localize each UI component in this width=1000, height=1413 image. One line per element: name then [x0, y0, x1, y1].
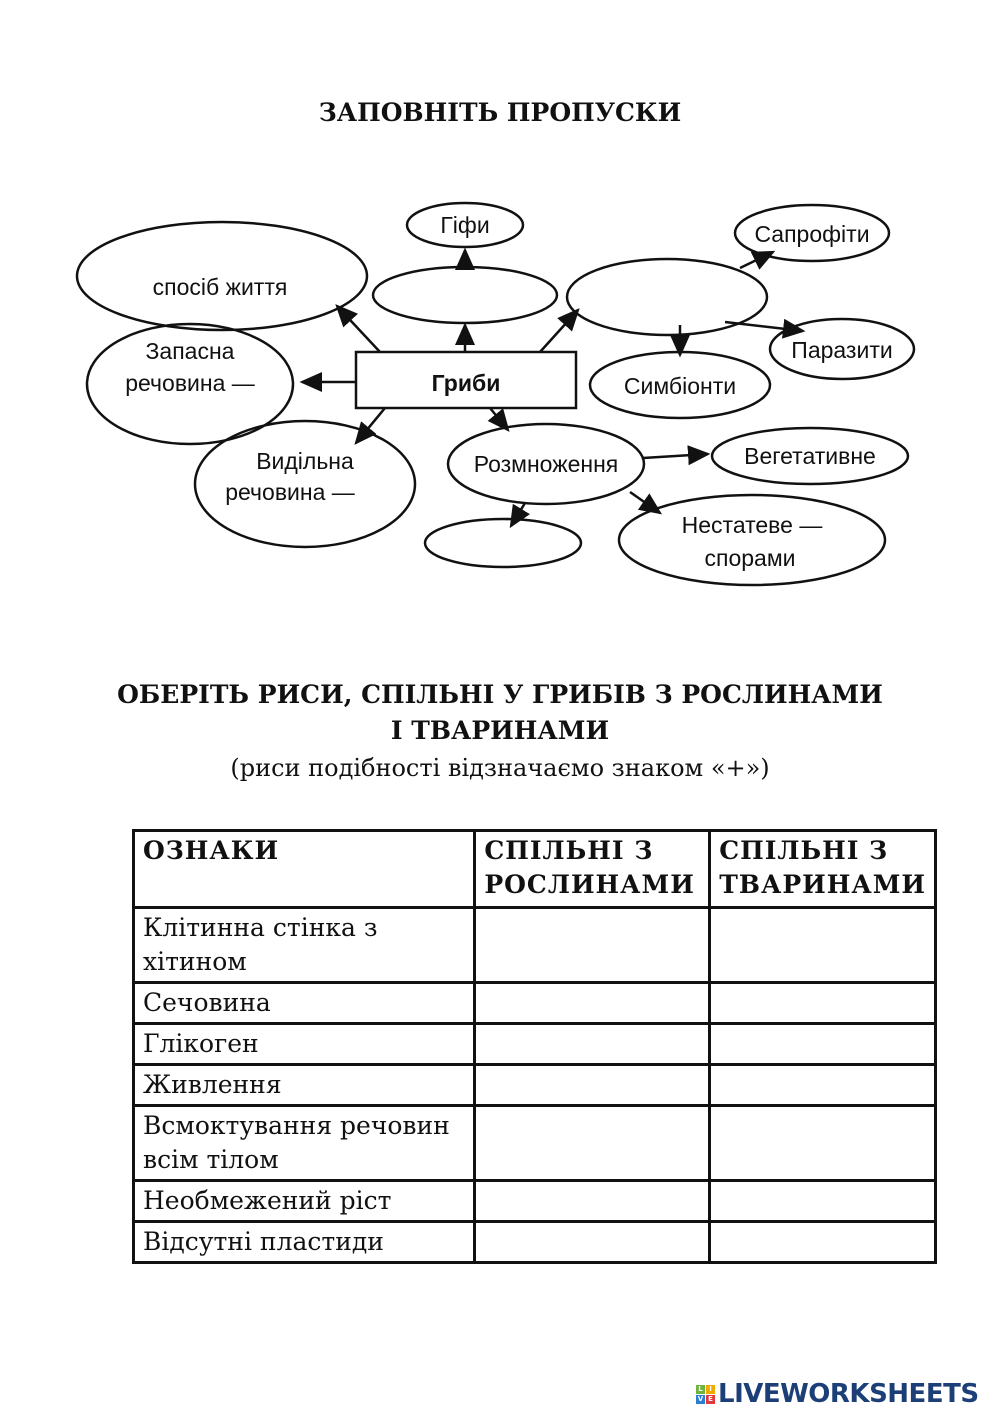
node-saprophytes — [733, 203, 891, 263]
trait-cell: Клітинна стінка з хітином — [131, 906, 477, 984]
animals-answer-cell[interactable] — [708, 1179, 937, 1223]
plants-answer-cell[interactable] — [473, 906, 712, 984]
table-row: Необмежений ріст — [131, 1179, 937, 1223]
arrows — [299, 247, 806, 529]
logo-letter: E — [706, 1394, 715, 1404]
plants-answer-cell[interactable] — [473, 1220, 712, 1264]
label-storage-1: Запасна — [146, 338, 235, 364]
trait-cell: Сечовина — [131, 981, 477, 1025]
table-row: Всмоктування речовин всім тілом — [131, 1104, 937, 1182]
animals-answer-cell[interactable] — [708, 1220, 937, 1264]
logo-letter: I — [706, 1384, 715, 1394]
traits-table: ОЗНАКИ СПІЛЬНІ З РОСЛИНАМИ СПІЛЬНІ З ТВА… — [131, 829, 937, 1264]
label-lifestyle: спосіб життя — [153, 274, 288, 300]
animals-answer-cell[interactable] — [708, 1104, 937, 1182]
label-symbionts: Симбіонти — [624, 373, 736, 399]
logo-letter: V — [696, 1394, 705, 1404]
table-row: Живлення — [131, 1063, 937, 1107]
label-hyphae: Гіфи — [440, 212, 489, 238]
logo-text: LIVEWORKSHEETS — [718, 1379, 979, 1409]
fungi-concept-diagram: Гриби Гіфи спосіб життя Сапрофіти Парази… — [75, 201, 916, 587]
header-animals: СПІЛЬНІ З ТВАРИНАМИ — [708, 829, 937, 909]
node-hyphae — [405, 201, 525, 249]
animals-answer-cell[interactable] — [708, 1022, 937, 1066]
section-subtitle: (риси подібності відзначаємо знаком «+») — [230, 754, 770, 782]
table-row: Глікоген — [131, 1022, 937, 1066]
table-row: Сечовина — [131, 981, 937, 1025]
liveworksheets-logo: L I V E LIVEWORKSHEETS — [696, 1379, 979, 1409]
plants-answer-cell[interactable] — [473, 1022, 712, 1066]
animals-answer-cell[interactable] — [708, 981, 937, 1025]
trait-cell: Всмоктування речовин всім тілом — [131, 1104, 477, 1182]
section-title-traits-2: І ТВАРИНАМИ — [390, 716, 610, 745]
plants-answer-cell[interactable] — [473, 1063, 712, 1107]
plants-answer-cell[interactable] — [473, 1104, 712, 1182]
table-row: Відсутні пластиди — [131, 1220, 937, 1264]
header-traits: ОЗНАКИ — [131, 829, 477, 909]
blank-node-structure[interactable] — [371, 265, 559, 325]
logo-letter: L — [696, 1384, 705, 1394]
node-excretory — [193, 419, 417, 549]
plants-answer-cell[interactable] — [473, 1179, 712, 1223]
header-plants: СПІЛЬНІ З РОСЛИНАМИ — [473, 829, 712, 909]
node-storage — [85, 322, 295, 446]
label-storage-2: речовина — — [125, 370, 255, 396]
trait-cell: Глікоген — [131, 1022, 477, 1066]
blank-node-nutrition[interactable] — [565, 257, 769, 337]
label-excretory-2: речовина — — [225, 479, 355, 505]
label-vegetative: Вегетативне — [744, 443, 876, 469]
table-row: Клітинна стінка з хітином — [131, 906, 937, 984]
node-asexual — [617, 493, 887, 587]
label-excretory-1: Видільна — [256, 448, 354, 474]
label-saprophytes: Сапрофіти — [754, 221, 869, 247]
node-parasites — [768, 317, 916, 381]
section-title-fill-blanks: ЗАПОВНІТЬ ПРОПУСКИ — [318, 98, 682, 127]
trait-cell: Відсутні пластиди — [131, 1220, 477, 1264]
trait-cell: Живлення — [131, 1063, 477, 1107]
animals-answer-cell[interactable] — [708, 906, 937, 984]
blank-node-sexual[interactable] — [423, 517, 583, 569]
node-vegetative — [710, 426, 910, 486]
animals-answer-cell[interactable] — [708, 1063, 937, 1107]
plants-answer-cell[interactable] — [473, 981, 712, 1025]
center-label: Гриби — [432, 370, 501, 396]
label-asexual-2: спорами — [705, 545, 796, 571]
section-title-traits-1: ОБЕРІТЬ РИСИ, СПІЛЬНІ У ГРИБІВ З РОСЛИНА… — [117, 680, 883, 709]
table-header-row: ОЗНАКИ СПІЛЬНІ З РОСЛИНАМИ СПІЛЬНІ З ТВА… — [131, 829, 937, 909]
label-asexual-1: Нестатеве — — [682, 512, 823, 538]
node-lifestyle — [75, 220, 369, 332]
trait-cell: Необмежений ріст — [131, 1179, 477, 1223]
label-reproduction: Розмноження — [474, 451, 619, 477]
node-reproduction — [446, 422, 646, 506]
label-parasites: Паразити — [791, 337, 892, 363]
logo-squares-icon: L I V E — [696, 1384, 715, 1404]
